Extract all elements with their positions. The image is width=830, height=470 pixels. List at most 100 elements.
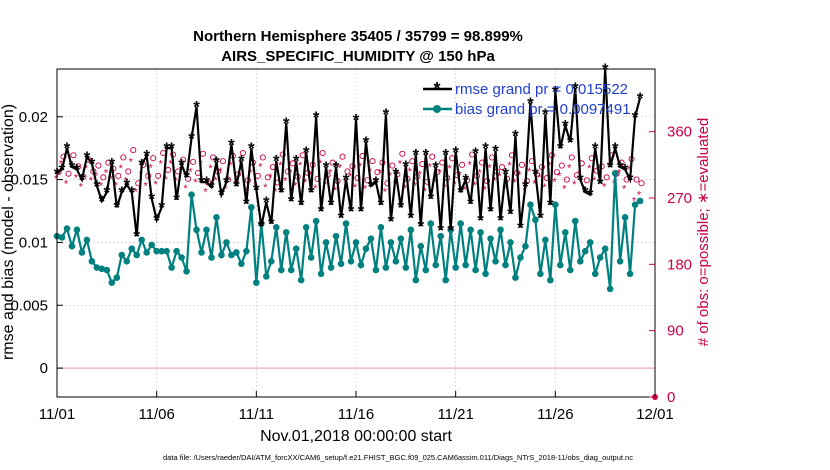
rmse-point: *: [64, 139, 71, 158]
rmse-point: *: [263, 193, 270, 212]
obs-evaluated-point: *: [119, 163, 124, 175]
rmse-point: *: [373, 173, 380, 192]
bias-point: [407, 226, 415, 234]
bias-point: [412, 276, 420, 284]
bias-point: [342, 220, 350, 227]
rmse-point: *: [113, 198, 120, 217]
obs-evaluated-point: *: [74, 173, 79, 185]
obs-possible-point: [429, 153, 436, 160]
obs-evaluated-point: *: [507, 160, 512, 172]
obs-evaluated-point: *: [308, 170, 313, 182]
bias-point: [542, 236, 549, 244]
obs-evaluated-point: *: [109, 173, 114, 185]
rmse-point: *: [198, 173, 205, 192]
rmse-point: *: [452, 143, 459, 162]
bias-point: [292, 245, 300, 253]
bias-point: [362, 245, 370, 253]
obs-evaluated-point: *: [363, 184, 368, 196]
rmse-series-line: [56, 68, 642, 237]
legend-rmse-label: rmse grand pr = 0.015522: [455, 81, 628, 98]
rmse-point: *: [562, 117, 569, 136]
x-tick-label: 11/26: [537, 406, 573, 423]
bias-point: [307, 254, 315, 261]
bias-point: [173, 247, 180, 255]
rmse-point: *: [193, 98, 200, 117]
obs-evaluated-point: *: [542, 182, 547, 194]
right-y-tick-label: 360: [667, 124, 692, 141]
obs-evaluated-point: *: [134, 187, 139, 199]
bias-point: [482, 270, 489, 278]
bias-point: [243, 247, 250, 255]
obs-evaluated-point: *: [433, 176, 438, 188]
obs-evaluated-point: *: [403, 183, 408, 195]
bias-point: [422, 266, 430, 274]
obs-possible-point: [254, 172, 261, 179]
obs-evaluated-point: *: [398, 159, 403, 171]
bias-point: [272, 224, 280, 231]
x-tick-label: 12/01: [636, 406, 674, 423]
bias-point: [347, 257, 355, 265]
obs-evaluated-point: *: [154, 179, 159, 191]
obs-evaluated-point: *: [383, 187, 388, 199]
rmse-point: *: [552, 83, 559, 102]
bias-point: [332, 232, 340, 240]
rmse-point: *: [537, 208, 544, 227]
bias-point: [596, 254, 604, 261]
obs-evaluated-point: *: [448, 163, 453, 175]
rmse-point: *: [69, 158, 76, 177]
y-tick-label: 0.01: [19, 234, 48, 251]
obs-evaluated-point: *: [188, 167, 193, 179]
obs-possible-point: [339, 153, 346, 160]
obs-evaluated-point: *: [512, 177, 517, 189]
bias-point: [601, 245, 609, 253]
rmse-point: *: [79, 171, 86, 190]
obs-evaluated-point: *: [293, 181, 298, 193]
bias-point: [392, 257, 400, 265]
rmse-point: *: [432, 158, 439, 177]
bias-point: [616, 257, 624, 265]
rmse-point: *: [547, 196, 554, 215]
obs-possible-point: [189, 158, 197, 165]
bias-point: [78, 249, 86, 256]
x-tick-label: 11/01: [39, 406, 75, 423]
obs-evaluated-point: *: [487, 162, 492, 174]
obs-evaluated-point: *: [99, 181, 104, 193]
rmse-point: *: [268, 215, 275, 234]
chart-subtitle: AIRS_SPECIFIC_HUMIDITY @ 150 hPa: [221, 48, 495, 65]
bias-point: [113, 274, 121, 281]
obs-evaluated-point: *: [94, 170, 99, 182]
bias-point: [337, 260, 345, 268]
obs-evaluated-point: *: [193, 177, 198, 189]
rmse-point: *: [512, 127, 519, 146]
rmse-point: *: [153, 211, 160, 230]
rmse-point: *: [223, 173, 230, 192]
x-tick-label: 11/11: [239, 406, 274, 423]
obs-evaluated-point: *: [627, 164, 632, 176]
obs-evaluated-point: *: [482, 184, 487, 196]
obs-evaluated-point: *: [258, 162, 263, 174]
obs-possible-point: [518, 161, 526, 168]
obs-evaluated-point: *: [353, 182, 358, 194]
rmse-point: *: [437, 221, 444, 240]
bias-point: [133, 251, 141, 259]
bias-point: [223, 239, 230, 246]
rmse-point: *: [163, 139, 170, 158]
x-axis-label: Nov.01,2018 00:00:00 start: [260, 428, 452, 445]
bias-point: [218, 251, 225, 259]
rmse-point: *: [123, 176, 130, 195]
obs-evaluated-point: *: [552, 176, 557, 188]
bias-point: [238, 260, 245, 268]
bias-point: [168, 264, 175, 271]
bias-point: [437, 232, 445, 240]
obs-possible-point: [603, 174, 610, 181]
bias-point: [188, 191, 195, 198]
obs-evaluated-point: *: [159, 159, 164, 171]
bias-point: [492, 257, 499, 265]
obs-evaluated-point: *: [547, 160, 552, 172]
y-tick-label: 0.02: [19, 109, 48, 126]
obs-evaluated-point: *: [438, 167, 443, 179]
bias-point: [367, 235, 375, 242]
obs-possible-point: [319, 149, 326, 157]
obs-possible-point: [558, 162, 565, 169]
right-y-tick-label: 0: [667, 389, 675, 406]
